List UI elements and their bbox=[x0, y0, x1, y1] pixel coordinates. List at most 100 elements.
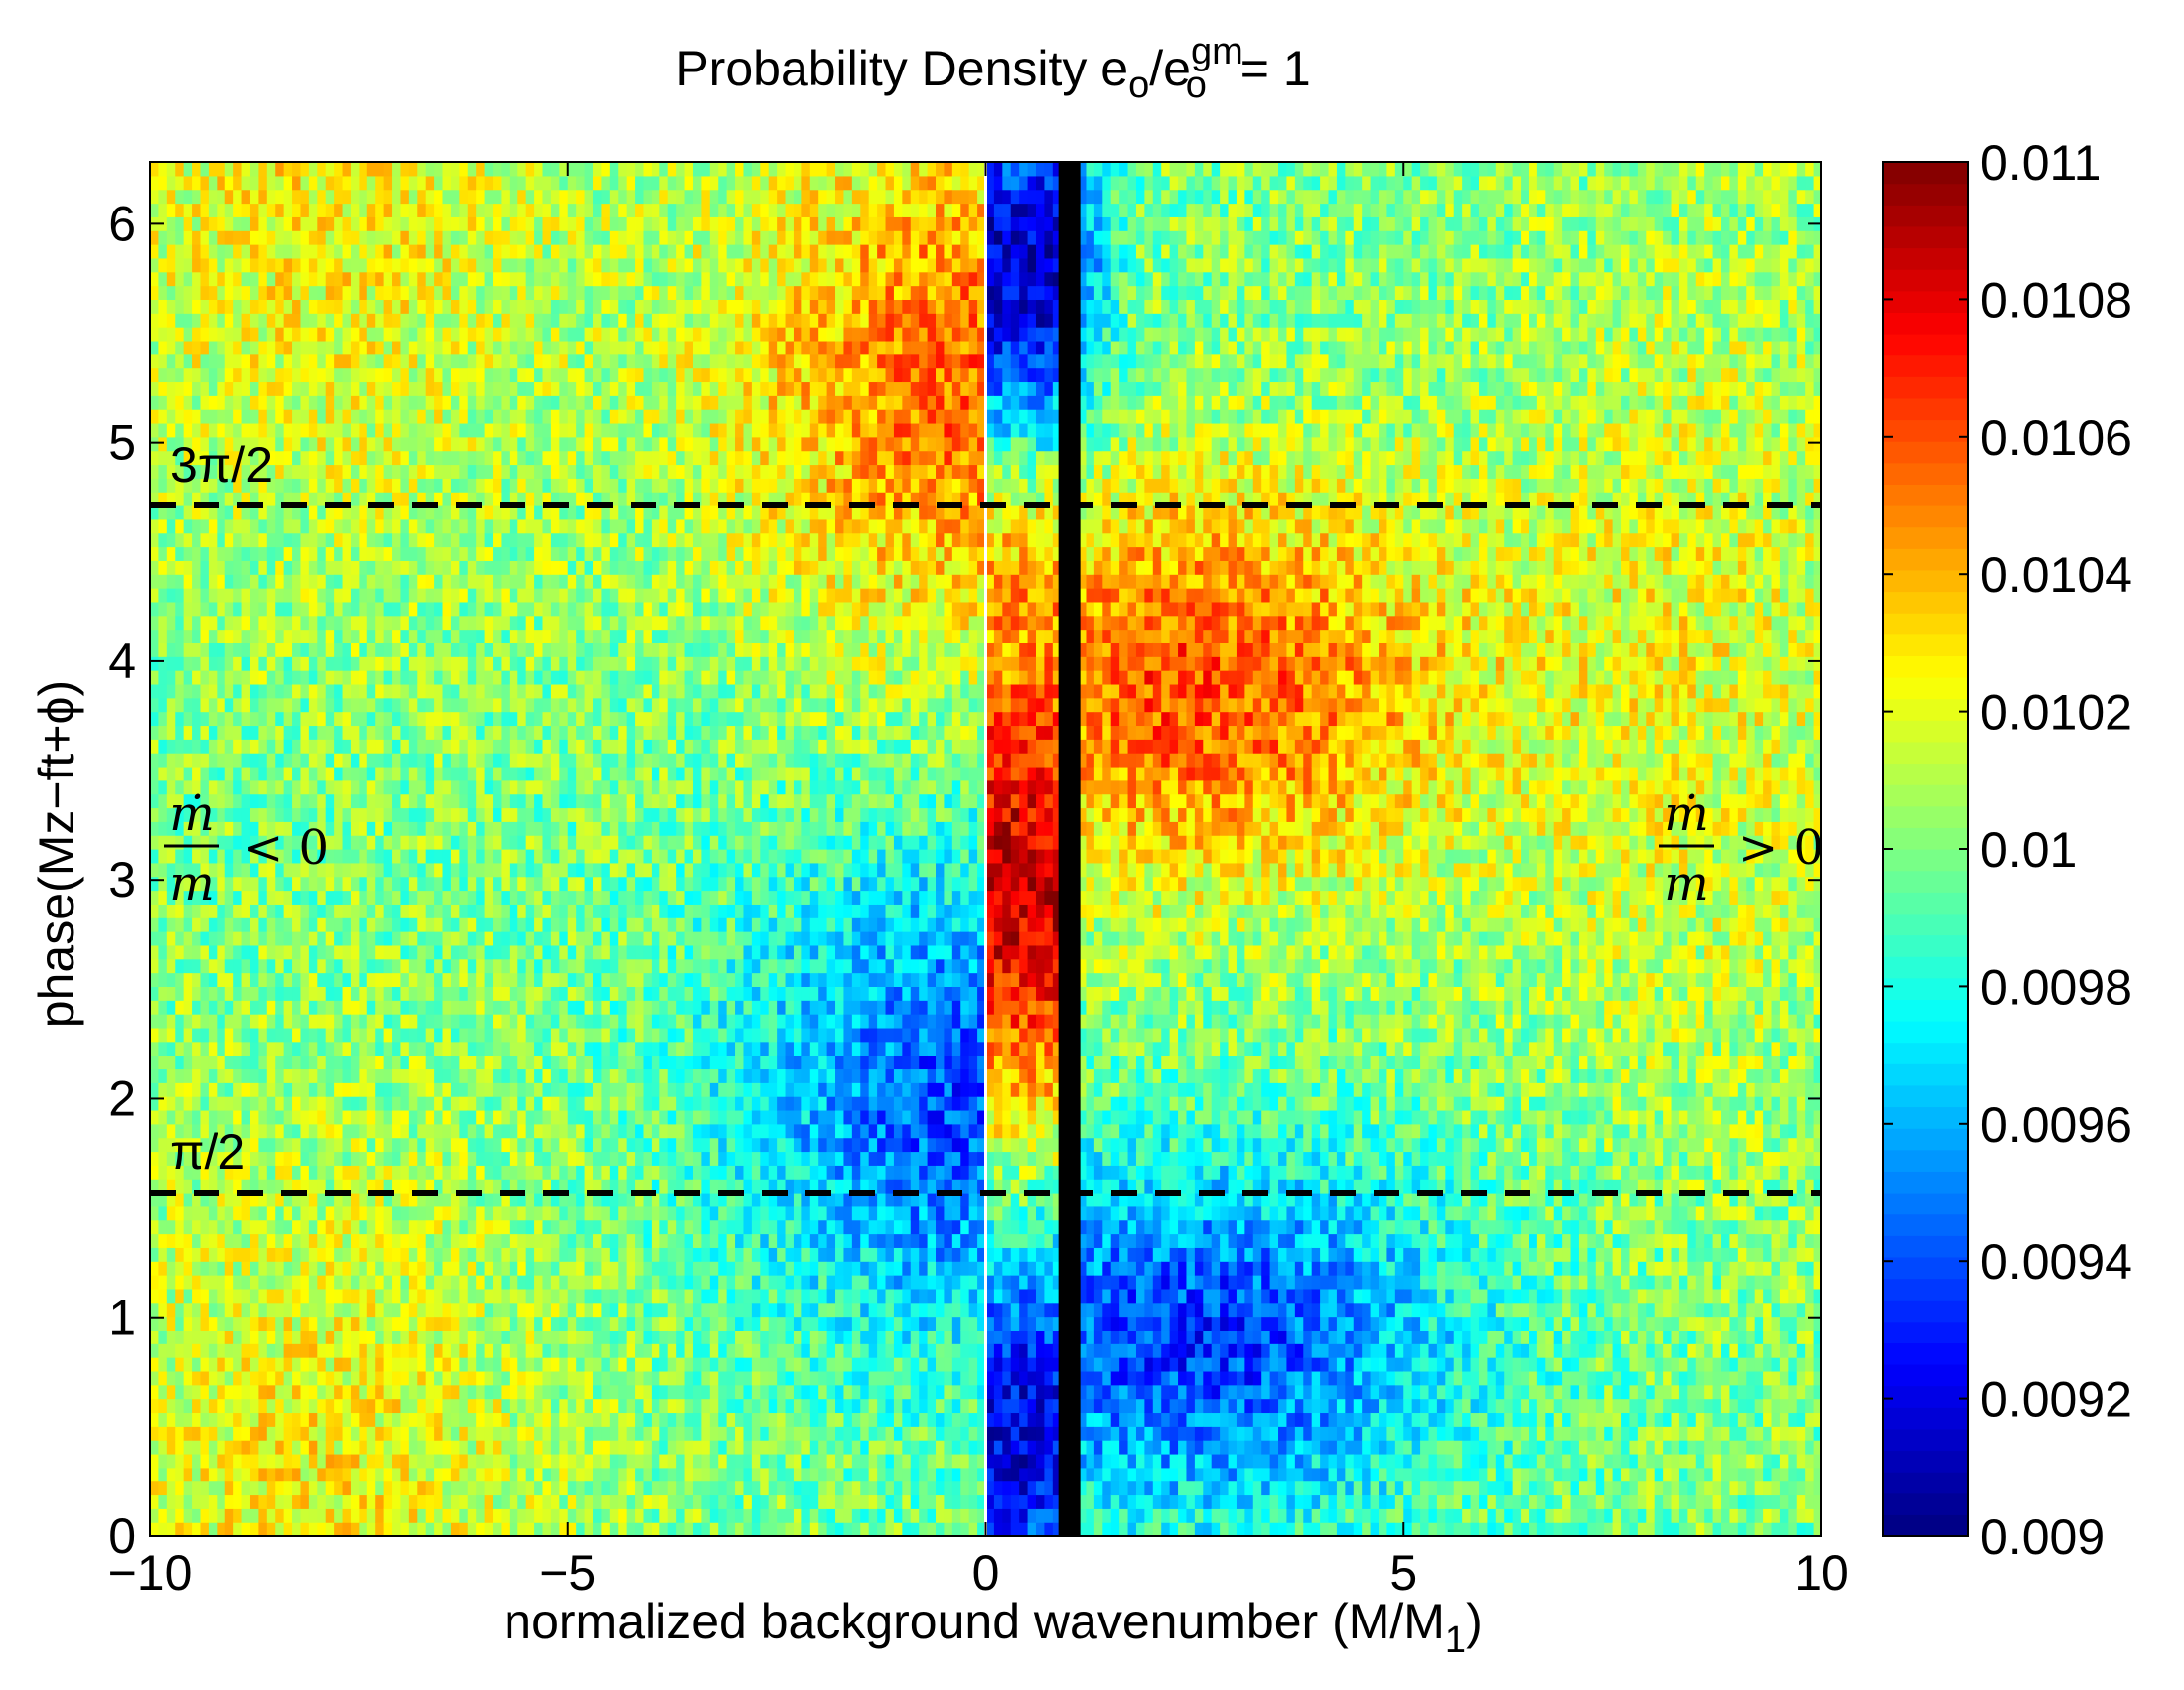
heatmap-cell bbox=[359, 1508, 367, 1522]
heatmap-cell bbox=[384, 176, 393, 190]
heatmap-cell bbox=[334, 1220, 343, 1234]
heatmap-cell bbox=[175, 1096, 184, 1110]
heatmap-cell bbox=[233, 1082, 242, 1096]
heatmap-cell bbox=[200, 1440, 209, 1454]
heatmap-cell bbox=[275, 216, 284, 230]
heatmap-cell bbox=[184, 1193, 193, 1206]
heatmap-cell bbox=[351, 1468, 360, 1481]
heatmap-cell bbox=[225, 216, 234, 230]
heatmap-cell bbox=[200, 959, 209, 973]
heatmap-cell bbox=[309, 917, 318, 931]
heatmap-cell bbox=[359, 244, 367, 258]
heatmap-cell bbox=[375, 327, 384, 341]
heatmap-cell bbox=[150, 917, 159, 931]
heatmap-cell bbox=[158, 176, 167, 190]
heatmap-cell bbox=[326, 1371, 335, 1385]
heatmap-cell bbox=[300, 519, 309, 533]
heatmap-cell bbox=[359, 1371, 367, 1385]
heatmap-cell bbox=[284, 1206, 293, 1220]
heatmap-cell bbox=[359, 299, 367, 313]
heatmap-cell bbox=[343, 616, 352, 630]
heatmap-cell bbox=[217, 1289, 225, 1303]
heatmap-cell bbox=[309, 725, 318, 739]
heatmap-cell bbox=[209, 423, 218, 437]
heatmap-cell bbox=[392, 1440, 401, 1454]
heatmap-cell bbox=[258, 1082, 267, 1096]
heatmap-cell bbox=[233, 1289, 242, 1303]
heatmap-cell bbox=[184, 698, 193, 712]
heatmap-cell bbox=[384, 560, 393, 574]
heatmap-cell bbox=[309, 1206, 318, 1220]
heatmap-cell bbox=[167, 1000, 176, 1014]
heatmap-cell bbox=[250, 354, 259, 368]
heatmap-cell bbox=[175, 354, 184, 368]
heatmap-cell bbox=[184, 176, 193, 190]
heatmap-cell bbox=[267, 1042, 276, 1056]
heatmap-cell bbox=[351, 478, 360, 492]
heatmap-cell bbox=[258, 1508, 267, 1522]
heatmap-cell bbox=[150, 973, 159, 987]
heatmap-cell bbox=[326, 1481, 335, 1495]
heatmap-cell bbox=[351, 917, 360, 931]
heatmap-cell bbox=[217, 767, 225, 780]
heatmap-cell bbox=[233, 409, 242, 423]
heatmap-cell bbox=[184, 1371, 193, 1385]
heatmap-cell bbox=[217, 341, 225, 354]
heatmap-cell bbox=[375, 1440, 384, 1454]
heatmap-cell bbox=[300, 602, 309, 616]
heatmap-cell bbox=[184, 1440, 193, 1454]
heatmap-cell bbox=[209, 1028, 218, 1042]
heatmap-cell bbox=[275, 767, 284, 780]
heatmap-cell bbox=[343, 863, 352, 877]
heatmap-cell bbox=[258, 959, 267, 973]
heatmap-cell bbox=[326, 753, 335, 767]
heatmap-cell bbox=[184, 1275, 193, 1289]
heatmap-cell bbox=[359, 863, 367, 877]
heatmap-cell bbox=[217, 1014, 225, 1028]
heatmap-cell bbox=[367, 437, 376, 451]
heatmap-cell bbox=[334, 630, 343, 643]
heatmap-cell bbox=[375, 986, 384, 1000]
heatmap-cell bbox=[225, 1426, 234, 1440]
heatmap-cell bbox=[309, 1303, 318, 1317]
heatmap-cell bbox=[209, 272, 218, 286]
heatmap-cell bbox=[334, 258, 343, 272]
heatmap-cell bbox=[217, 1357, 225, 1371]
heatmap-cell bbox=[351, 1330, 360, 1343]
heatmap-cell bbox=[359, 341, 367, 354]
heatmap-cell bbox=[217, 794, 225, 808]
heatmap-cell bbox=[200, 767, 209, 780]
heatmap-cell bbox=[275, 190, 284, 204]
heatmap-cell bbox=[351, 1165, 360, 1179]
heatmap-cell bbox=[167, 973, 176, 987]
heatmap-cell bbox=[184, 1426, 193, 1440]
heatmap-cell bbox=[233, 230, 242, 244]
heatmap-cell bbox=[184, 1234, 193, 1248]
heatmap-cell bbox=[267, 1247, 276, 1261]
heatmap-cell bbox=[242, 1000, 251, 1014]
heatmap-cell bbox=[225, 381, 234, 395]
heatmap-cell bbox=[367, 1426, 376, 1440]
heatmap-cell bbox=[233, 986, 242, 1000]
heatmap-cell bbox=[392, 1303, 401, 1317]
heatmap-cell bbox=[267, 547, 276, 561]
heatmap-cell bbox=[233, 395, 242, 409]
heatmap-cell bbox=[275, 602, 284, 616]
heatmap-cell bbox=[359, 725, 367, 739]
heatmap-cell bbox=[367, 244, 376, 258]
heatmap-cell bbox=[292, 1124, 301, 1138]
heatmap-cell bbox=[309, 409, 318, 423]
heatmap-cell bbox=[258, 877, 267, 891]
heatmap-cell bbox=[317, 230, 326, 244]
heatmap-cell bbox=[343, 1165, 352, 1179]
heatmap-cell bbox=[309, 656, 318, 670]
heatmap-cell bbox=[158, 230, 167, 244]
heatmap-cell bbox=[167, 381, 176, 395]
heatmap-cell bbox=[317, 574, 326, 588]
heatmap-cell bbox=[367, 1220, 376, 1234]
heatmap-cell bbox=[384, 1412, 393, 1426]
heatmap-cell bbox=[242, 533, 251, 547]
heatmap-cell bbox=[175, 959, 184, 973]
heatmap-cell bbox=[167, 616, 176, 630]
heatmap-cell bbox=[167, 533, 176, 547]
